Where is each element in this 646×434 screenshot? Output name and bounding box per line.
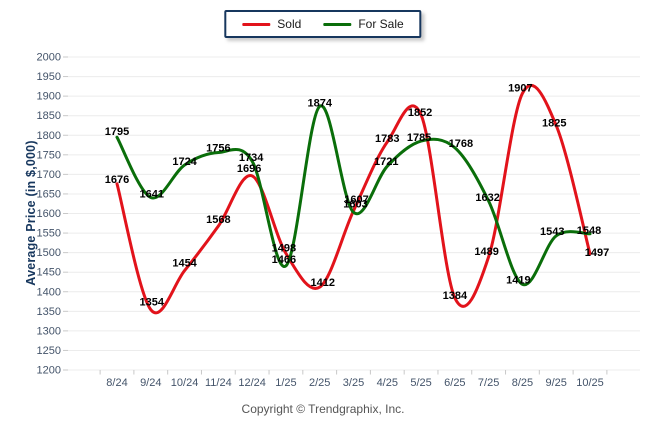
svg-text:1450: 1450 (37, 267, 61, 279)
svg-text:1/25: 1/25 (275, 377, 296, 389)
svg-text:1350: 1350 (37, 306, 61, 318)
svg-text:1400: 1400 (37, 286, 61, 298)
data-label: 1874 (307, 97, 332, 109)
legend-label-for-sale: For Sale (358, 17, 404, 31)
chart-legend: Sold For Sale (224, 10, 422, 38)
data-label: 1852 (408, 107, 432, 119)
svg-text:3/25: 3/25 (343, 377, 364, 389)
svg-text:4/25: 4/25 (377, 377, 398, 389)
data-label: 1696 (237, 163, 261, 175)
data-point-labels: 1676 1354 1454 1568 1696 1498 1412 1607 1783 1852… (105, 82, 609, 308)
svg-text:10/25: 10/25 (576, 377, 604, 389)
legend-item-for-sale: For Sale (323, 17, 404, 31)
data-label: 1907 (508, 82, 532, 94)
svg-text:1950: 1950 (37, 71, 61, 83)
data-label: 1548 (577, 225, 601, 237)
data-label: 1607 (344, 194, 368, 206)
svg-text:1850: 1850 (37, 110, 61, 122)
data-label: 1724 (172, 156, 197, 168)
svg-text:1550: 1550 (37, 228, 61, 240)
svg-text:1250: 1250 (37, 345, 61, 357)
data-label: 1454 (172, 258, 197, 270)
svg-text:1200: 1200 (37, 365, 61, 377)
data-label: 1603 (343, 198, 367, 210)
svg-text:1600: 1600 (37, 208, 61, 220)
data-label: 1466 (272, 254, 296, 266)
data-label: 1543 (540, 226, 564, 238)
svg-text:12/24: 12/24 (238, 377, 266, 389)
data-label: 1721 (374, 156, 398, 168)
data-label: 1785 (407, 132, 431, 144)
x-axis: 8/24 9/24 10/24 11/24 12/24 1/25 2/25 3/25 4/25 5… (99, 370, 608, 389)
svg-text:1300: 1300 (37, 325, 61, 337)
svg-text:11/24: 11/24 (205, 377, 232, 389)
svg-text:5/25: 5/25 (410, 377, 431, 389)
svg-text:2/25: 2/25 (309, 377, 330, 389)
data-label: 1632 (475, 192, 499, 204)
data-label: 1384 (443, 290, 468, 302)
svg-text:1700: 1700 (37, 169, 61, 181)
svg-text:1800: 1800 (37, 130, 61, 142)
svg-text:10/24: 10/24 (171, 377, 199, 389)
svg-text:2000: 2000 (37, 52, 61, 64)
svg-text:1500: 1500 (37, 247, 61, 259)
sold-line (115, 84, 592, 315)
svg-text:6/25: 6/25 (444, 377, 465, 389)
svg-text:7/25: 7/25 (478, 377, 499, 389)
svg-text:9/25: 9/25 (546, 377, 567, 389)
svg-text:9/24: 9/24 (140, 377, 161, 389)
data-label: 1734 (239, 152, 264, 164)
data-label: 1568 (206, 214, 230, 226)
data-label: 1419 (506, 274, 530, 286)
data-label: 1489 (474, 246, 498, 258)
legend-item-sold: Sold (242, 17, 301, 31)
for-sale-line-swatch (323, 22, 352, 26)
y-axis-tick-labels: 1200 1250 1300 1350 1400 1450 1500 1550 1600 1650… (37, 52, 61, 377)
svg-text:1750: 1750 (37, 149, 61, 161)
legend-label-sold: Sold (277, 17, 302, 31)
data-label: 1354 (140, 297, 165, 309)
data-label: 1825 (542, 117, 566, 129)
svg-text:8/24: 8/24 (106, 377, 127, 389)
data-label: 1676 (105, 174, 129, 186)
sold-line-swatch (242, 22, 271, 26)
data-label: 1498 (272, 242, 296, 254)
data-label: 1783 (375, 133, 399, 145)
svg-text:1650: 1650 (37, 188, 61, 200)
data-label: 1497 (585, 247, 609, 259)
data-label: 1768 (449, 138, 473, 150)
copyright-text: Copyright © Trendgraphix, Inc. (241, 402, 405, 416)
data-label: 1412 (310, 277, 334, 289)
svg-text:8/25: 8/25 (512, 377, 533, 389)
for-sale-line (115, 104, 592, 286)
data-label: 1756 (206, 142, 230, 154)
data-label: 1795 (105, 126, 129, 138)
svg-text:1900: 1900 (37, 91, 61, 103)
data-label: 1641 (140, 188, 164, 200)
series-lines (115, 84, 592, 315)
